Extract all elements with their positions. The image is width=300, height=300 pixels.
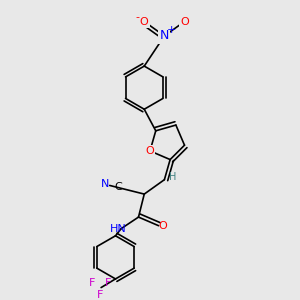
Text: N: N bbox=[160, 29, 169, 42]
Text: +: + bbox=[167, 25, 176, 35]
Text: F: F bbox=[97, 290, 103, 300]
Text: -: - bbox=[135, 12, 139, 22]
Text: O: O bbox=[140, 16, 148, 26]
Text: HN: HN bbox=[110, 224, 127, 234]
Text: F: F bbox=[105, 278, 112, 288]
Text: O: O bbox=[159, 221, 167, 231]
Text: O: O bbox=[180, 16, 189, 26]
Text: C: C bbox=[115, 182, 122, 192]
Text: H: H bbox=[169, 172, 177, 182]
Text: F: F bbox=[89, 278, 96, 288]
Text: O: O bbox=[146, 146, 154, 156]
Text: N: N bbox=[101, 179, 110, 189]
